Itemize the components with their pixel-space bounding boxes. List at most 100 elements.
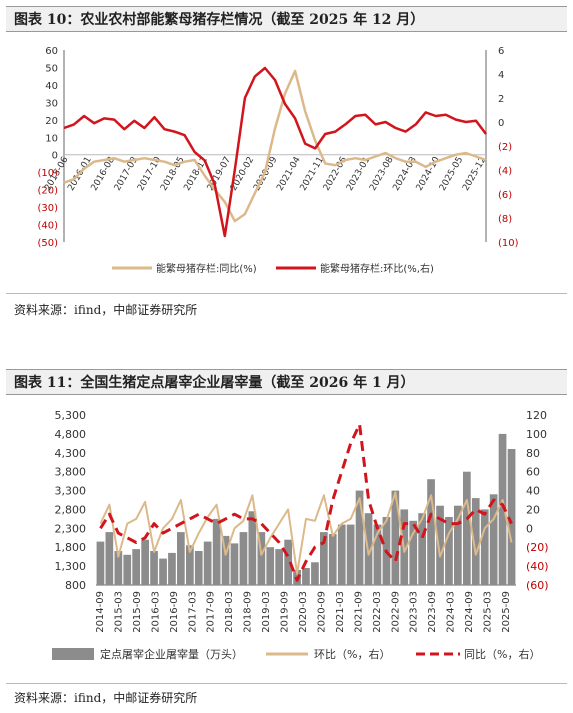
x-tick-label: 2022-09 bbox=[390, 591, 401, 633]
y-right-tick-label: (60) bbox=[526, 579, 549, 592]
y-right-tick-label: 120 bbox=[526, 409, 547, 422]
y-right-tick-label: 60 bbox=[526, 466, 540, 479]
bar bbox=[373, 524, 382, 585]
bar bbox=[96, 541, 105, 585]
y-left-tick-label: (30) bbox=[37, 203, 58, 214]
y-right-tick-label: (8) bbox=[498, 214, 512, 225]
x-tick-label: 2024-09 bbox=[464, 591, 475, 633]
x-tick-label: 2022-03 bbox=[372, 591, 383, 633]
bar bbox=[355, 490, 364, 585]
y-left-tick-label: 1,300 bbox=[55, 560, 87, 573]
y-right-tick-label: (20) bbox=[526, 541, 549, 554]
x-tick-label: 2014-09 bbox=[95, 591, 106, 633]
bar bbox=[114, 551, 123, 585]
series-line-mom bbox=[63, 66, 487, 238]
figure-2-title: 图表 11：全国生猪定点屠宰企业屠宰量（截至 2026 年 1 月） bbox=[6, 369, 567, 395]
bar bbox=[302, 568, 310, 585]
bar bbox=[463, 471, 471, 585]
y-left-tick-label: 3,300 bbox=[55, 485, 87, 498]
bar bbox=[159, 558, 167, 585]
y-left-tick-label: (40) bbox=[37, 221, 58, 232]
bar bbox=[221, 535, 230, 585]
y-left-tick-label: 0 bbox=[52, 151, 58, 162]
y-left-tick-label: 40 bbox=[45, 81, 58, 92]
y-left-tick-label: 50 bbox=[45, 63, 58, 74]
bar bbox=[105, 532, 114, 585]
x-tick-label: 2019-09 bbox=[280, 591, 291, 633]
bar bbox=[257, 532, 266, 585]
bar bbox=[328, 534, 337, 585]
x-tick-label: 2025-03 bbox=[483, 591, 494, 633]
x-tick-label: 2021-03 bbox=[335, 591, 346, 633]
x-tick-label: 2020-03 bbox=[298, 591, 309, 633]
y-left-tick-label: 20 bbox=[45, 116, 58, 127]
y-right-tick-label: 40 bbox=[526, 485, 540, 498]
x-tick-label: 2023-09 bbox=[427, 591, 438, 633]
figure-1-source: 资料来源：ifind，中邮证券研究所 bbox=[14, 303, 198, 317]
y-left-tick-label: 2,800 bbox=[55, 503, 87, 516]
x-tick-label: 2015-09 bbox=[132, 591, 143, 633]
x-tick-label: 2017-03 bbox=[187, 591, 198, 633]
bar bbox=[498, 433, 507, 585]
bar bbox=[436, 505, 444, 585]
y-left-tick-label: (50) bbox=[37, 238, 58, 249]
bar bbox=[489, 494, 498, 585]
y-left-tick-label: 10 bbox=[45, 133, 58, 144]
y-right-tick-label: (10) bbox=[498, 238, 519, 249]
y-right-tick-label: 0 bbox=[526, 522, 533, 535]
bar bbox=[391, 490, 400, 585]
bar bbox=[471, 498, 480, 585]
y-left-tick-label: (10) bbox=[37, 168, 58, 179]
bar bbox=[409, 520, 418, 585]
y-left-tick-label: 1,800 bbox=[55, 541, 87, 554]
y-left-tick-label: 4,800 bbox=[55, 428, 87, 441]
x-tick-label: 2016-03 bbox=[150, 591, 161, 633]
bar bbox=[203, 541, 212, 585]
bar bbox=[454, 505, 462, 585]
bar bbox=[123, 554, 132, 585]
y-left-tick-label: 5,300 bbox=[55, 409, 87, 422]
y-right-tick-label: 0 bbox=[498, 118, 504, 129]
bar bbox=[320, 532, 328, 585]
x-tick-label: 2025-12 bbox=[461, 155, 488, 193]
bar bbox=[150, 551, 158, 585]
bar bbox=[346, 524, 355, 585]
bar bbox=[507, 449, 516, 585]
y-left-tick-label: 3,800 bbox=[55, 466, 87, 479]
legend-label-yoy: 能繁母猪存栏:同比(%) bbox=[156, 262, 257, 275]
figure-2-divider bbox=[6, 683, 567, 684]
y-right-tick-label: (6) bbox=[498, 190, 512, 201]
y-right-tick-label: 80 bbox=[526, 447, 540, 460]
bar bbox=[168, 552, 176, 585]
x-tick-label: 2021-09 bbox=[353, 591, 364, 633]
x-tick-label: 2015-03 bbox=[113, 591, 124, 633]
series-line-mom bbox=[99, 491, 513, 575]
x-tick-label: 2018-03 bbox=[224, 591, 235, 633]
bar bbox=[239, 532, 248, 585]
legend-label-mom: 环比（%，右） bbox=[314, 647, 390, 661]
bar bbox=[337, 524, 346, 585]
bar bbox=[480, 509, 489, 585]
y-left-tick-label: 30 bbox=[45, 98, 58, 109]
x-tick-label: 2016-09 bbox=[169, 591, 180, 633]
bar bbox=[275, 549, 283, 585]
chart-1: 6050403020100(10)(20)(30)(40)(50)6420(2)… bbox=[37, 46, 519, 275]
x-tick-label: 2017-09 bbox=[206, 591, 217, 633]
bar bbox=[194, 551, 203, 585]
x-tick-label: 2024-03 bbox=[446, 591, 457, 633]
figure-1-title: 图表 10：农业农村部能繁母猪存栏情况（截至 2025 年 12 月） bbox=[6, 6, 567, 32]
bar bbox=[266, 547, 275, 585]
bar bbox=[230, 543, 239, 585]
x-tick-label: 2019-03 bbox=[261, 591, 272, 633]
bar bbox=[212, 518, 221, 585]
bar bbox=[248, 511, 257, 585]
bar bbox=[284, 539, 292, 585]
y-left-tick-label: 800 bbox=[65, 579, 86, 592]
x-tick-label: 2025-09 bbox=[501, 591, 512, 633]
y-left-tick-label: 60 bbox=[45, 46, 58, 57]
bar bbox=[177, 532, 185, 585]
y-left-tick-label: 2,300 bbox=[55, 522, 87, 535]
legend-label-volume: 定点屠宰企业屠宰量（万头） bbox=[100, 647, 243, 661]
x-tick-label: 2018-09 bbox=[243, 591, 254, 633]
series-line-yoy bbox=[63, 69, 487, 223]
